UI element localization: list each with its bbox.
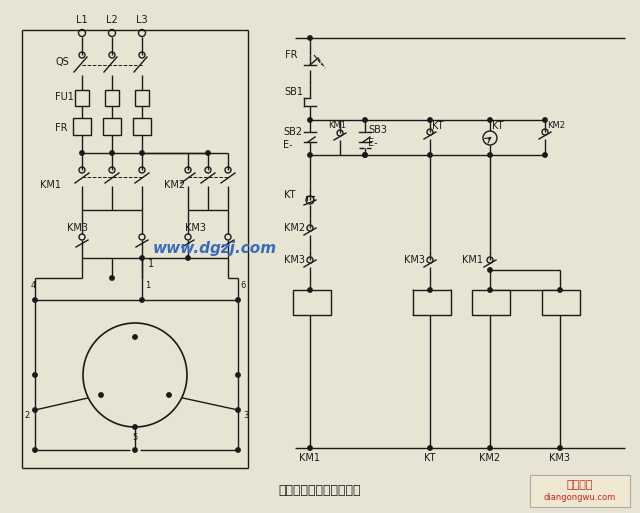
Circle shape (206, 151, 210, 155)
Text: KM3: KM3 (550, 453, 570, 463)
Bar (103, 118, 121, 135)
Circle shape (558, 446, 562, 450)
Text: 电工之屋: 电工之屋 (567, 480, 593, 490)
Circle shape (110, 151, 114, 155)
Text: E-: E- (283, 140, 292, 150)
Circle shape (140, 151, 144, 155)
Bar (75, 90, 89, 106)
Text: L1: L1 (76, 15, 88, 25)
Text: 2: 2 (25, 410, 30, 420)
Bar (105, 90, 119, 106)
Text: KM3: KM3 (186, 223, 207, 233)
Text: L3: L3 (136, 15, 148, 25)
Text: 1: 1 (148, 259, 154, 269)
Text: SB2: SB2 (283, 127, 302, 137)
Circle shape (236, 408, 240, 412)
Circle shape (488, 153, 492, 157)
Text: 1: 1 (145, 281, 150, 289)
Circle shape (186, 256, 190, 260)
Text: KM2: KM2 (547, 122, 565, 130)
Text: FR: FR (285, 50, 298, 60)
Circle shape (308, 153, 312, 157)
Text: KM1: KM1 (40, 180, 61, 190)
Bar (133, 118, 151, 135)
Circle shape (110, 276, 114, 280)
Text: diangongwu.com: diangongwu.com (544, 494, 616, 503)
Circle shape (428, 446, 432, 450)
Circle shape (140, 256, 144, 260)
Bar (530, 475, 630, 507)
Text: KM2: KM2 (284, 223, 305, 233)
Circle shape (133, 335, 137, 339)
Text: E-: E- (368, 138, 378, 148)
Circle shape (236, 448, 240, 452)
Circle shape (543, 153, 547, 157)
Text: KM3: KM3 (284, 255, 305, 265)
Text: KM1: KM1 (300, 453, 321, 463)
Circle shape (488, 288, 492, 292)
Circle shape (543, 118, 547, 122)
Text: KM3: KM3 (404, 255, 425, 265)
Circle shape (167, 393, 172, 397)
Text: KT: KT (284, 190, 296, 200)
Circle shape (308, 288, 312, 292)
Text: 5: 5 (132, 432, 138, 442)
Text: KT: KT (432, 121, 444, 131)
Circle shape (236, 298, 240, 302)
Text: SB3: SB3 (368, 125, 387, 135)
Circle shape (363, 153, 367, 157)
Bar (293, 290, 331, 315)
Circle shape (488, 118, 492, 122)
Circle shape (236, 373, 240, 377)
Circle shape (488, 268, 492, 272)
Circle shape (428, 118, 432, 122)
Text: FU1: FU1 (55, 92, 74, 102)
Circle shape (33, 408, 37, 412)
Text: KM2: KM2 (164, 180, 185, 190)
Circle shape (133, 425, 137, 429)
Text: KM1: KM1 (462, 255, 483, 265)
Text: SB1: SB1 (284, 87, 303, 97)
Text: 3: 3 (243, 410, 248, 420)
Text: FR: FR (55, 123, 67, 133)
Circle shape (83, 323, 187, 427)
Text: L2: L2 (106, 15, 118, 25)
Bar (413, 290, 451, 315)
Circle shape (33, 448, 37, 452)
Circle shape (488, 446, 492, 450)
Text: KT: KT (424, 453, 436, 463)
Circle shape (558, 288, 562, 292)
Circle shape (133, 448, 137, 452)
Text: www.dgzj.com: www.dgzj.com (153, 241, 277, 255)
Text: 6: 6 (240, 281, 245, 289)
Bar (73, 118, 91, 135)
Text: 双速电动机调速控制线路: 双速电动机调速控制线路 (279, 483, 361, 497)
Text: 4: 4 (31, 281, 36, 289)
Circle shape (33, 298, 37, 302)
Circle shape (363, 153, 367, 157)
Text: QS: QS (55, 57, 68, 67)
Bar (135, 90, 149, 106)
Circle shape (308, 36, 312, 40)
Bar (542, 290, 580, 315)
Text: KM3: KM3 (67, 223, 88, 233)
Circle shape (308, 118, 312, 122)
Circle shape (33, 373, 37, 377)
Circle shape (428, 153, 432, 157)
Circle shape (428, 288, 432, 292)
Circle shape (140, 298, 144, 302)
Text: KM2: KM2 (479, 453, 500, 463)
Circle shape (99, 393, 103, 397)
Circle shape (80, 151, 84, 155)
Text: KT: KT (492, 121, 504, 131)
Bar (472, 290, 510, 315)
Circle shape (308, 446, 312, 450)
Circle shape (363, 118, 367, 122)
Text: KM1: KM1 (328, 122, 346, 130)
